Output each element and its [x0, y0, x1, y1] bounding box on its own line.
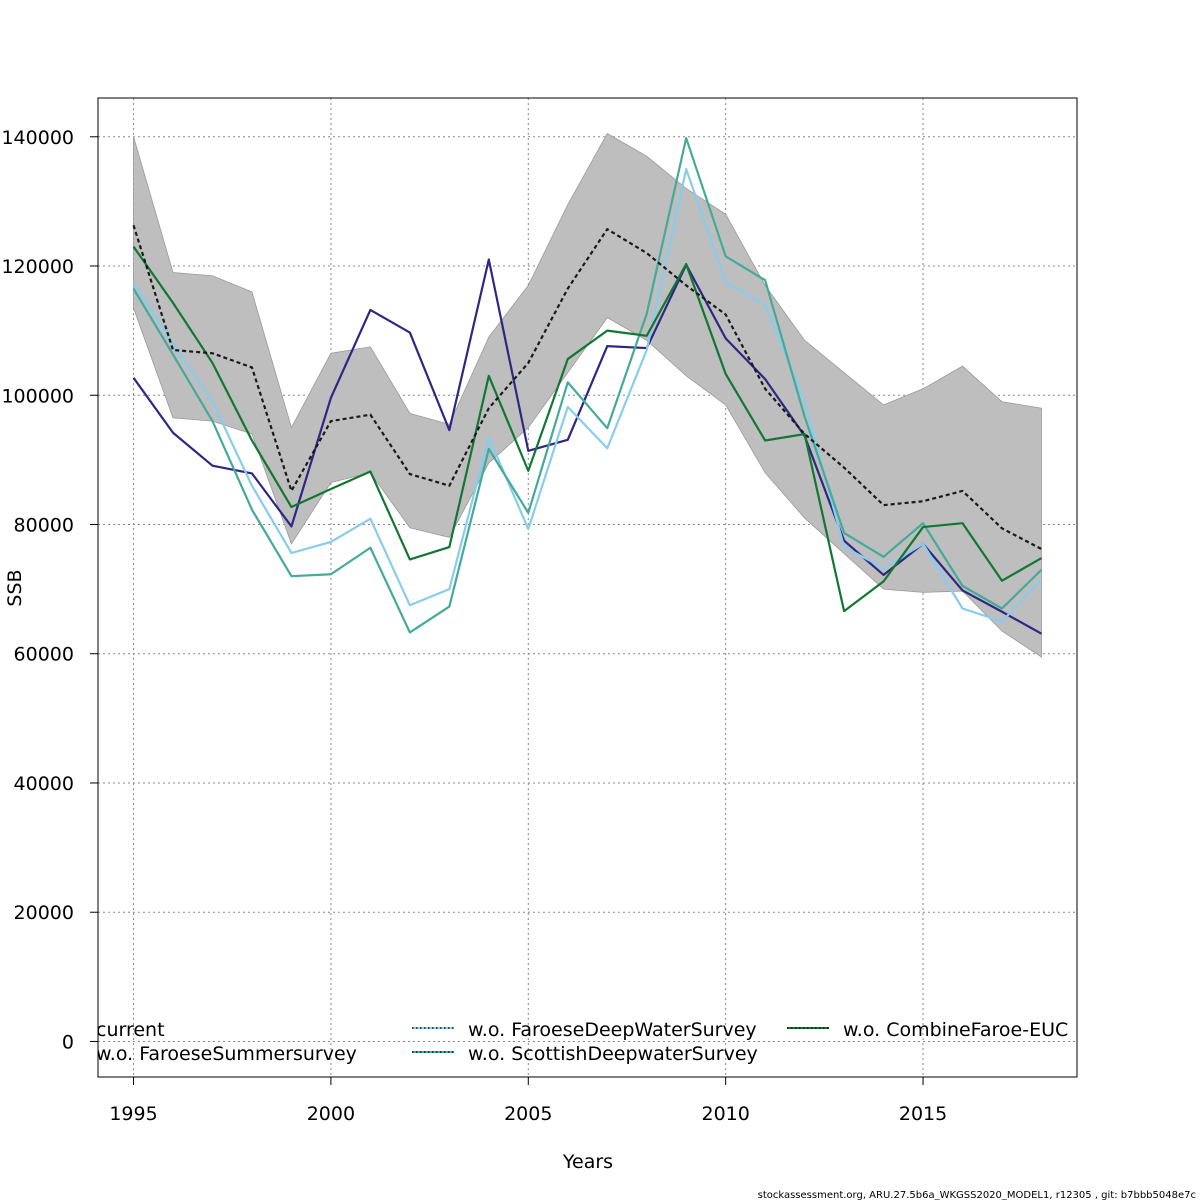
y-tick-label: 60000 [14, 644, 74, 666]
y-tick-label: 20000 [14, 902, 74, 924]
x-tick-label: 1995 [109, 1103, 157, 1125]
series-line [132, 136, 1043, 634]
footer-credit: stockassessment.org, ARU.27.5b6a_WKGSS20… [758, 1190, 1196, 1200]
y-axis-title: SSB [4, 569, 26, 606]
series-line [132, 224, 1042, 551]
confidence-band-area [133, 132, 1042, 658]
legend-label: w.o. CombineFaroe-EUC [843, 1019, 1068, 1041]
y-tick-label: 40000 [14, 773, 74, 795]
series-line [132, 245, 1043, 613]
legend-label: w.o. FaroeseSummersurvey [96, 1043, 357, 1065]
x-tick-label: 2005 [504, 1103, 552, 1125]
legend-label: w.o. FaroeseDeepWaterSurvey [468, 1019, 757, 1041]
legend-label: w.o. ScottishDeepwaterSurvey [468, 1043, 758, 1065]
y-tick-label: 140000 [1, 127, 74, 149]
series-lines [132, 136, 1043, 635]
x-tick-label: 2015 [899, 1103, 947, 1125]
y-tick-label: 120000 [1, 256, 74, 278]
x-axis-title: Years [562, 1151, 613, 1173]
series-line [132, 258, 1043, 635]
series-line [132, 167, 1043, 623]
y-tick-label: 100000 [1, 385, 74, 407]
x-axis: 1995 2000 2005 2010 2015 [109, 1077, 947, 1125]
x-tick-label: 2000 [307, 1103, 355, 1125]
y-tick-label: 80000 [14, 514, 74, 536]
x-tick-label: 2010 [701, 1103, 749, 1125]
y-tick-label: 0 [62, 1031, 74, 1053]
legend-label: current [96, 1019, 165, 1041]
y-axis: 0 20000 40000 60000 80000 100000 120000 140000 [1, 127, 98, 1053]
confidence-band [133, 132, 1042, 658]
plot-frame [97, 97, 1078, 1078]
